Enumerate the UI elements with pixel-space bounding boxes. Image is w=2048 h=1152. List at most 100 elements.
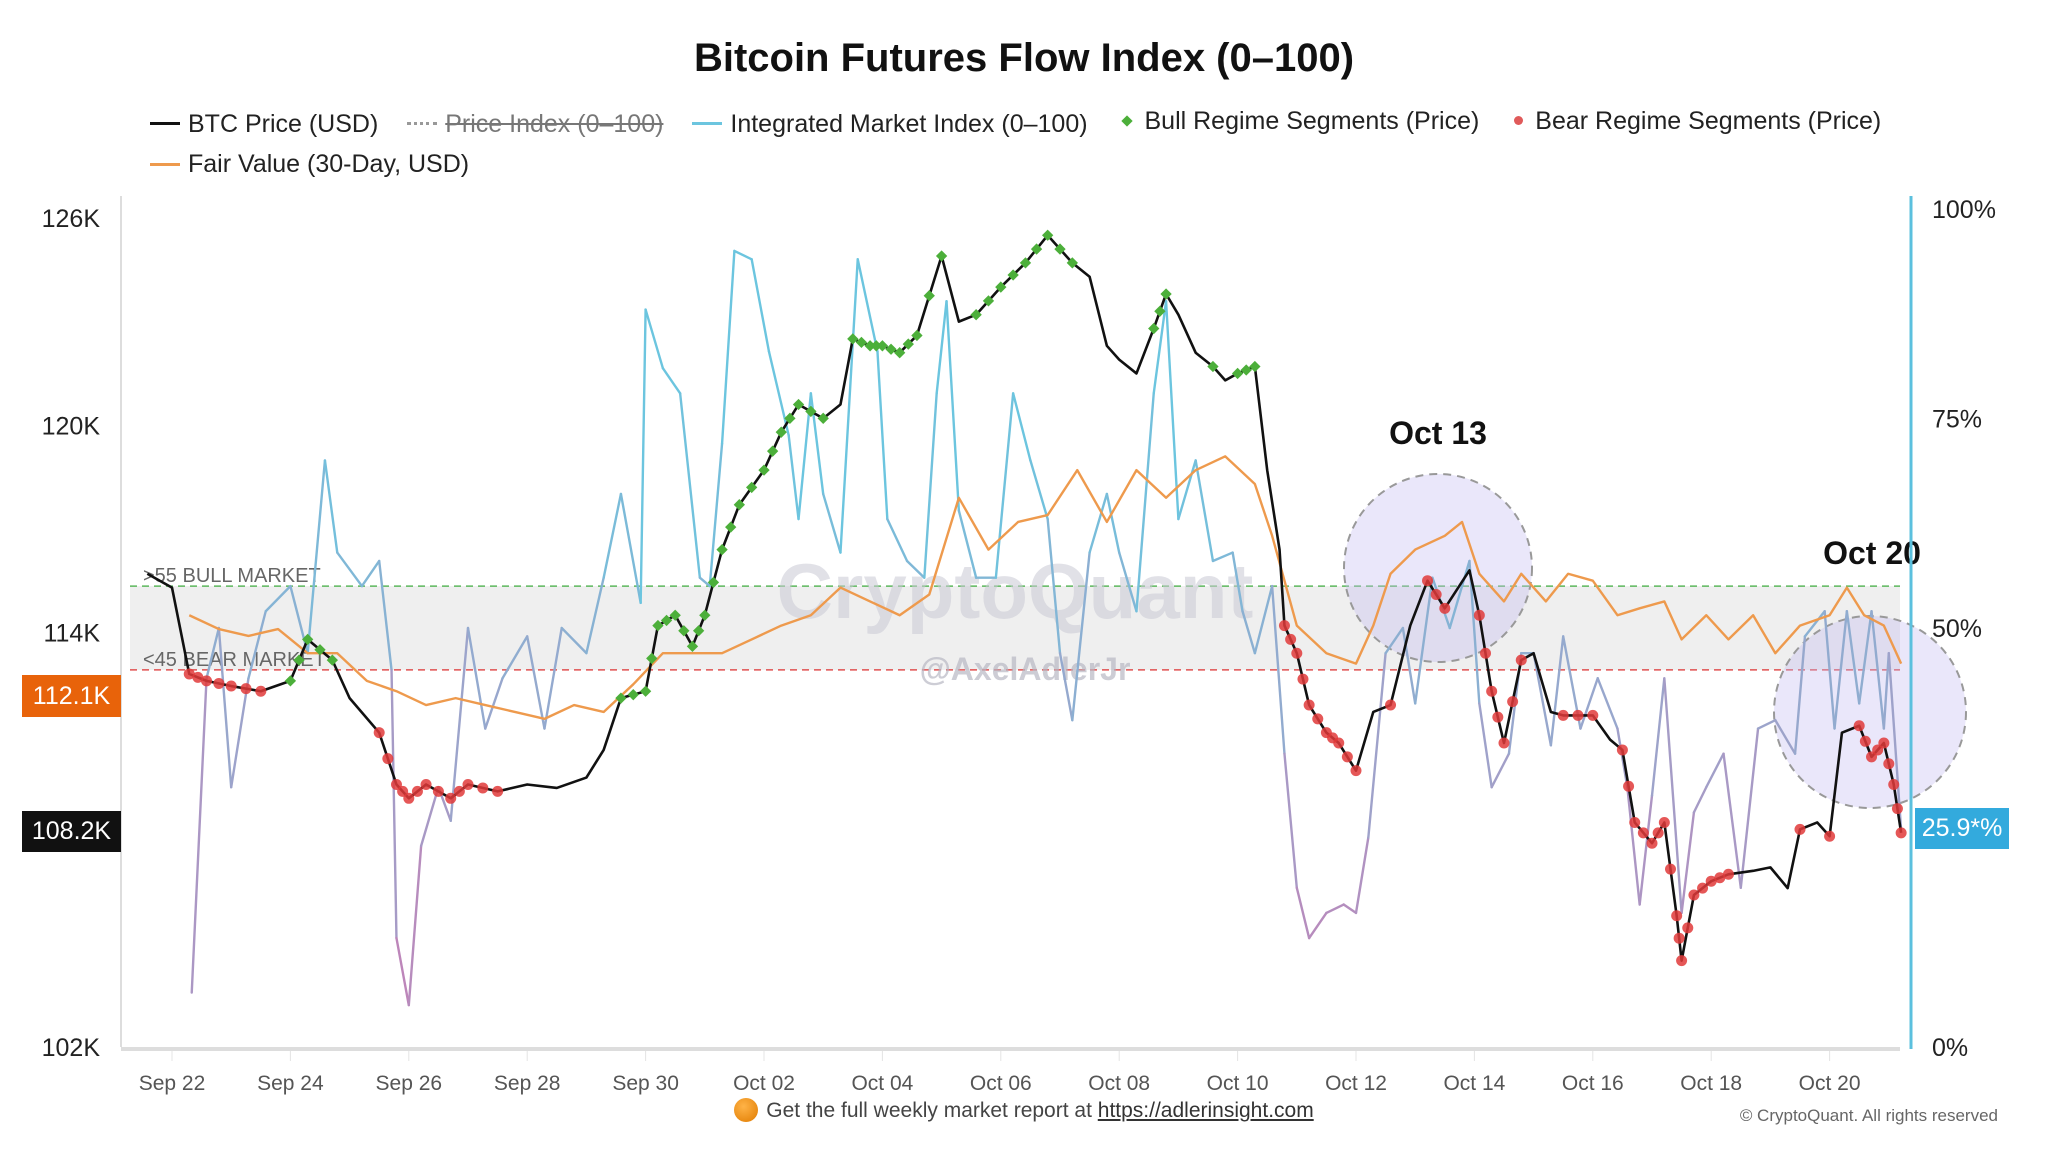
integrated-index-segment: [750, 258, 771, 353]
bear-regime-marker: [492, 785, 504, 797]
integrated-index-segment: [484, 677, 504, 730]
integrated-index-segment: [1490, 752, 1511, 789]
bull-regime-marker: [911, 329, 923, 342]
annotation-label: Oct 20: [1823, 535, 1921, 571]
bear-regime-marker: [1794, 823, 1806, 835]
orange-circle-icon: [734, 1098, 759, 1122]
legend-price-index[interactable]: Price Index (0–100): [407, 107, 663, 141]
integrated-index-segment: [1549, 635, 1565, 747]
bear-regime-marker: [1688, 889, 1700, 901]
integrated-index-segment: [1448, 559, 1471, 630]
integrated-index-segment: [678, 392, 702, 579]
bull-regime-marker: [639, 685, 652, 697]
integrated-index-segment: [1739, 727, 1760, 889]
integrated-index-segment: [1650, 677, 1666, 797]
integrated-index-segment: [1011, 392, 1032, 462]
line-swatch-icon: [150, 122, 180, 125]
legend-label: Integrated Market Index (0–100): [730, 109, 1088, 138]
bull-regime-marker: [1240, 364, 1252, 376]
integrated-index-segment: [1692, 786, 1708, 814]
integrated-index-segment: [1663, 677, 1683, 915]
bear-regime-marker: [192, 671, 204, 683]
dotted-swatch-icon: [407, 122, 438, 125]
legend-bear-regime[interactable]: Bear Regime Segments (Price): [1508, 104, 1881, 138]
integrated-index-segment: [1793, 635, 1807, 755]
integrated-index-segment: [905, 559, 926, 579]
legend-label: Bear Regime Segments (Price): [1535, 106, 1882, 135]
integrated-index-segment: [1413, 576, 1434, 705]
bear-regime-marker: [201, 675, 213, 687]
bear-regime-marker: [462, 778, 474, 790]
bear-regime-marker: [1341, 751, 1353, 763]
integrated-index-segment: [1823, 610, 1836, 730]
x-tick-label: Oct 20: [1799, 1072, 1861, 1095]
integrated-index-segment: [661, 367, 682, 395]
bull-regime-marker: [864, 340, 876, 352]
bear-regime-marker: [1492, 711, 1504, 723]
legend-integrated-index[interactable]: Integrated Market Index (0–100): [692, 107, 1088, 141]
integrated-index-segment: [935, 299, 948, 395]
bear-regime-marker: [1498, 737, 1510, 749]
bear-regime-marker: [240, 683, 252, 695]
bear-regime-marker: [1291, 647, 1303, 659]
integrated-index-segment: [856, 258, 879, 353]
bear-regime-marker: [1303, 699, 1315, 711]
legend-bull-regime[interactable]: Bull Regime Segments (Price): [1117, 104, 1479, 138]
bull-regime-marker: [1054, 243, 1066, 255]
integrated-index-segment: [264, 584, 292, 613]
integrated-index-segment: [1029, 459, 1049, 521]
bull-regime-marker: [1154, 305, 1166, 317]
legend-btc-price[interactable]: BTC Price (USD): [150, 107, 378, 141]
y-right-tick-label: 0%: [1932, 1034, 1968, 1062]
integrated-index-segment: [466, 626, 487, 730]
bear-regime-marker: [1646, 837, 1658, 849]
bull-regime-marker: [817, 412, 829, 424]
integrated-index-segment: [1342, 903, 1358, 915]
integrated-index-segment: [733, 249, 753, 261]
bull-regime-marker: [876, 340, 889, 352]
bull-regime-marker: [894, 347, 906, 359]
x-tick-label: Oct 08: [1088, 1072, 1150, 1095]
integrated-index-segment: [1857, 610, 1873, 705]
integrated-index-segment: [1870, 610, 1886, 730]
integrated-index-segment: [1117, 551, 1138, 613]
integrated-index-segment: [822, 492, 842, 554]
x-tick-label: Sep 30: [612, 1072, 679, 1095]
bull-regime-marker: [733, 499, 745, 511]
legend-label: Fair Value (30-Day, USD): [188, 150, 470, 178]
bear-regime-marker: [1714, 872, 1726, 884]
integrated-index-segment: [1401, 626, 1417, 705]
bull-regime-marker: [716, 543, 728, 556]
integrated-index-segment: [1135, 392, 1155, 613]
fair-value-label: 112.1K: [22, 675, 121, 717]
bear-regime-marker: [1297, 673, 1309, 685]
integrated-index-segment: [945, 299, 961, 512]
y-left-tick-label: 120K: [42, 412, 101, 440]
integrated-index-segment: [1532, 651, 1553, 747]
integrated-index-segment: [602, 492, 623, 579]
integrated-index-segment: [1626, 786, 1641, 906]
legend-fair-value[interactable]: Fair Value (30-Day, USD): [150, 147, 469, 181]
bear-regime-marker: [445, 792, 457, 804]
integrated-index-segment: [323, 459, 339, 554]
integrated-index-segment: [501, 635, 529, 680]
report-link[interactable]: https://adlerinsight.com: [1097, 1099, 1314, 1122]
bull-regime-marker: [902, 338, 914, 350]
integrated-index-segment: [378, 559, 393, 672]
x-tick-label: Sep 22: [139, 1072, 206, 1095]
x-tick-label: Oct 12: [1325, 1072, 1387, 1095]
bear-regime-marker: [1473, 609, 1485, 621]
integrated-index-segment: [247, 610, 267, 680]
bull-regime-marker: [293, 654, 305, 666]
integrated-index-segment: [407, 844, 423, 1007]
bull-regime-marker: [1019, 257, 1032, 269]
x-tick-label: Sep 26: [376, 1072, 443, 1095]
bear-regime-marker: [255, 685, 267, 697]
bear-regime-marker: [1439, 602, 1451, 614]
bear-regime-marker: [1859, 735, 1871, 747]
y-right-tick-label: 50%: [1932, 615, 1982, 643]
bull-regime-marker: [1249, 360, 1261, 373]
line-swatch-icon: [150, 162, 180, 166]
bear-regime-marker: [1671, 910, 1683, 922]
integrated-index-segment: [1164, 299, 1180, 521]
